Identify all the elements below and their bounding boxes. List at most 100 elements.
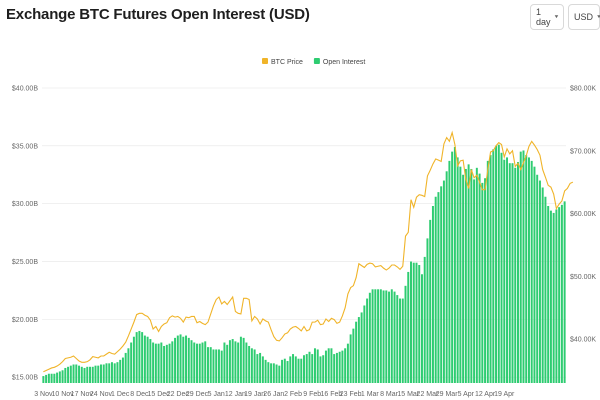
interval-select[interactable]: 1 day ▼ [530,4,564,30]
legend-swatch[interactable] [262,58,268,64]
open-interest-bar [248,345,251,383]
x-tick-label: 8 Mar [380,391,399,398]
open-interest-bar [341,350,344,383]
open-interest-bar [187,337,190,383]
x-tick-label: 15 Dec [148,391,171,398]
open-interest-bar [275,364,278,383]
open-interest-bar [538,180,541,383]
open-interest-bar [80,366,83,383]
y-left-tick-label: $20.00B [12,317,38,324]
x-tick-label: 5 Jan [208,391,225,398]
open-interest-bar [206,347,209,383]
open-interest-bar [319,356,322,383]
open-interest-bar [182,336,185,383]
open-interest-bar [547,206,550,383]
open-interest-bar [368,292,371,383]
open-interest-bar [366,298,369,383]
open-interest-bar [500,152,503,383]
open-interest-bar [281,359,284,383]
open-interest-bar [492,149,495,383]
open-interest-bar [333,354,336,383]
open-interest-bar [374,289,377,383]
open-interest-bar [212,349,215,383]
y-right-tick-label: $70.00K [570,148,596,155]
open-interest-bar [555,209,558,383]
open-interest-bar [58,371,61,383]
open-interest-bar [256,354,259,383]
open-interest-bar [527,157,530,383]
open-interest-bar [75,364,78,383]
open-interest-bar [530,160,533,383]
open-interest-bar [404,285,407,383]
chevron-down-icon: ▼ [553,14,560,20]
open-interest-bar [64,367,67,383]
open-interest-bar [431,206,434,383]
open-interest-bar [478,173,481,383]
open-interest-bar [239,336,242,383]
open-interest-bar [344,348,347,383]
open-interest-bar [204,341,207,383]
open-interest-bar [198,343,201,383]
open-interest-bar [72,364,75,383]
open-interest-bar [83,367,86,383]
open-interest-bar [379,289,382,383]
open-interest-bar [489,155,492,383]
chart-title: Exchange BTC Futures Open Interest (USD) [6,6,310,23]
open-interest-bar [61,370,64,383]
open-interest-bar [497,144,500,383]
x-tick-label: 22 Dec [167,391,190,398]
open-interest-bar [486,160,489,383]
open-interest-bar [201,342,204,383]
open-interest-bar [130,342,133,383]
open-interest-bar [563,201,566,383]
open-interest-bar [352,328,355,383]
open-interest-bar [429,219,432,383]
open-interest-bar [78,365,81,383]
open-interest-bar [316,349,319,383]
y-left-tick-label: $30.00B [12,201,38,208]
open-interest-bar [519,151,522,383]
y-left-tick-label: $40.00B [12,86,38,93]
x-tick-label: 19 Jan [244,391,265,398]
open-interest-bar [110,362,113,383]
open-interest-bar [324,350,327,383]
currency-select[interactable]: USD ▼ [568,4,600,30]
open-interest-bar [56,372,59,383]
open-interest-bar [168,343,171,383]
open-interest-bar [160,342,163,383]
x-tick-label: 22 Mar [417,391,439,398]
open-interest-bar [560,204,563,383]
open-interest-bar [171,341,174,383]
open-interest-bar [544,196,547,383]
open-interest-bar [270,363,273,383]
open-interest-bar [481,182,484,383]
open-interest-bar [94,365,97,383]
x-tick-label: 9 Feb [303,391,321,398]
open-interest-bar [423,256,426,383]
open-interest-bar [127,348,130,383]
open-interest-bar [445,171,448,383]
open-interest-bar [91,366,94,383]
legend-label[interactable]: Open Interest [323,59,365,66]
open-interest-bar [311,354,314,383]
y-left-tick-label: $35.00B [12,143,38,150]
open-interest-bar [525,155,528,383]
legend-swatch[interactable] [313,58,320,64]
open-interest-bar [453,147,456,383]
open-interest-bar [135,332,138,383]
open-interest-bar [440,186,443,383]
open-interest-bar [174,337,177,383]
open-interest-bar [67,366,70,383]
open-interest-bar [278,365,281,383]
open-interest-bar [357,317,360,383]
open-interest-bar [434,196,437,383]
legend-label[interactable]: BTC Price [271,59,303,66]
open-interest-bar [113,363,116,383]
open-interest-bar [234,341,237,383]
x-tick-label: 2 Feb [284,391,302,398]
x-tick-label: 1 Mar [361,391,380,398]
open-interest-bar [456,157,459,383]
x-tick-label: 12 Jan [225,391,246,398]
open-interest-bar [146,336,149,383]
